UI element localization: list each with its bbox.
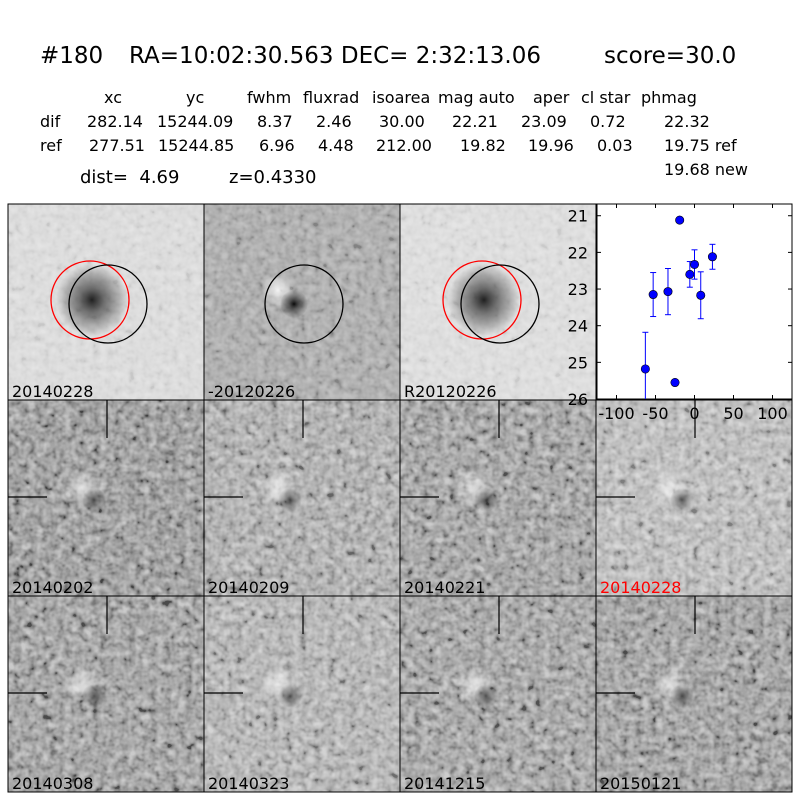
image-stamp: 20141215 — [399, 595, 597, 793]
data-point — [685, 269, 695, 279]
table-cell: 15244.09 — [157, 112, 234, 131]
column-header: isoarea — [372, 88, 431, 107]
data-point — [663, 287, 673, 297]
table-cell: 19.96 — [528, 136, 574, 155]
x-tick-label: 0 — [689, 404, 699, 423]
y-tick-label: 22 — [568, 243, 588, 262]
score: score=30.0 — [604, 43, 737, 69]
stamp-label: 20140228 — [600, 578, 681, 597]
transient-source — [280, 290, 308, 318]
table-cell: 22.32 — [664, 112, 710, 131]
column-header: cl star — [581, 88, 631, 107]
stamp-label: R20120226 — [404, 382, 497, 401]
coordinates: RA=10:02:30.563 DEC= 2:32:13.06 — [129, 43, 542, 69]
row-label-ref: ref — [40, 136, 62, 155]
table-cell: 4.48 — [318, 136, 354, 155]
image-stamp: 20150121 — [595, 595, 793, 793]
table-cell: 0.03 — [597, 136, 633, 155]
x-tick-label: -50 — [642, 404, 668, 423]
image-stamp: 20140308 — [7, 595, 205, 793]
y-tick-label: 25 — [568, 353, 588, 372]
image-stamp: R20120226 — [399, 203, 597, 401]
table-cell: 19.75 ref — [664, 136, 737, 155]
phmag-new: 19.68 new — [664, 160, 748, 179]
table-cell: 2.46 — [316, 112, 352, 131]
stamp-label: 20140228 — [12, 382, 93, 401]
detection-aperture-circle — [264, 264, 344, 344]
y-tick-label: 23 — [568, 280, 588, 299]
data-point — [707, 252, 717, 262]
column-header: aper — [533, 88, 570, 107]
stamp-label: 20150121 — [600, 774, 681, 793]
dist-value: dist= 4.69 — [80, 167, 180, 188]
column-header: xc — [104, 88, 122, 107]
image-stamp: -20120226 — [203, 203, 401, 401]
image-stamp: 20140221 — [399, 399, 597, 597]
host-galaxy — [448, 264, 520, 336]
candidate-id: #180 — [40, 43, 104, 69]
y-tick-label: 24 — [568, 317, 588, 336]
x-tick-label: 50 — [723, 404, 743, 423]
stamp-label: 20141215 — [404, 774, 485, 793]
image-stamp: 20140202 — [7, 399, 205, 597]
stamp-label: 20140221 — [404, 578, 485, 597]
table-cell: 8.37 — [257, 112, 293, 131]
column-header: yc — [186, 88, 205, 107]
image-stamp: 20140228 — [7, 203, 205, 401]
image-stamp: 20140323 — [203, 595, 401, 793]
stamp-label: 20140323 — [208, 774, 289, 793]
table-cell: 15244.85 — [158, 136, 235, 155]
column-header: mag auto — [438, 88, 515, 107]
detection-aperture-circle — [460, 264, 540, 344]
plot-area — [596, 203, 793, 400]
data-point — [648, 290, 658, 300]
table-cell: 23.09 — [521, 112, 567, 131]
host-galaxy — [56, 264, 128, 336]
column-header: phmag — [641, 88, 697, 107]
row-label-dif: dif — [40, 112, 61, 131]
table-cell: 0.72 — [590, 112, 626, 131]
table-cell: 277.51 — [89, 136, 145, 155]
y-tick-label: 26 — [568, 390, 588, 409]
x-tick-label: 100 — [757, 404, 788, 423]
table-cell: 282.14 — [87, 112, 143, 131]
data-point — [675, 215, 685, 225]
table-cell: 22.21 — [452, 112, 498, 131]
image-stamp: 20140209 — [203, 399, 401, 597]
stamp-label: -20120226 — [208, 382, 295, 401]
stamp-label: 20140308 — [12, 774, 93, 793]
redshift-value: z=0.4330 — [229, 167, 317, 188]
stamp-label: 20140202 — [12, 578, 93, 597]
data-point — [689, 259, 699, 269]
image-stamp: 20140228 — [595, 399, 793, 597]
table-cell: 212.00 — [376, 136, 432, 155]
stamp-label: 20140209 — [208, 578, 289, 597]
data-point — [640, 364, 650, 374]
column-header: fluxrad — [303, 88, 360, 107]
table-cell: 30.00 — [379, 112, 425, 131]
table-cell: 19.82 — [460, 136, 506, 155]
detection-aperture-circle — [68, 264, 148, 344]
column-header: fwhm — [247, 88, 292, 107]
y-tick-label: 21 — [568, 207, 588, 226]
x-tick-label: -100 — [598, 404, 634, 423]
light-curve-chart: -100 -50 0 50 100 21 22 23 24 25 26 — [568, 203, 793, 423]
data-point — [670, 378, 680, 388]
table-cell: 6.96 — [259, 136, 295, 155]
data-point — [696, 290, 706, 300]
